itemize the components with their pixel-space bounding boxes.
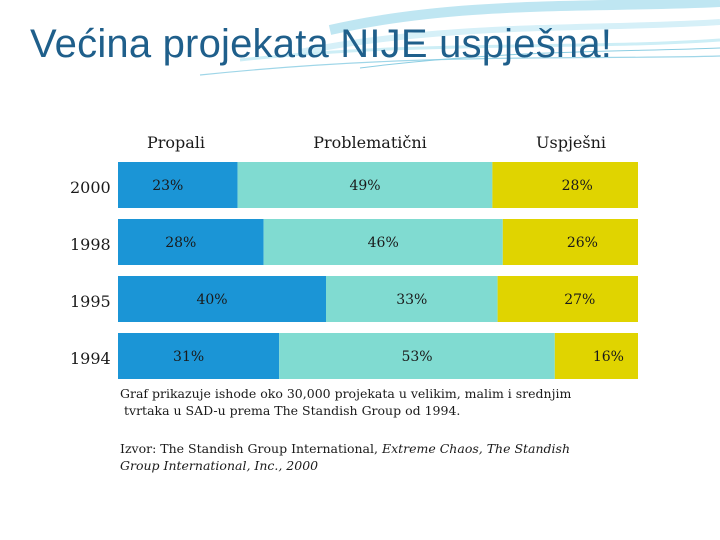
legend-label-propali: Propali [146, 133, 206, 152]
source-note: Izvor: The Standish Group International,… [120, 440, 590, 474]
bar-1995-problematični [326, 276, 498, 322]
bar-1994-uspješni [554, 333, 638, 379]
bar-label-1995-problematični: 33% [396, 292, 427, 308]
year-label-2000: 2000 [70, 178, 111, 197]
bar-1994-problematični [279, 333, 555, 379]
bar-label-1998-propali: 28% [165, 235, 196, 251]
bar-label-2000-problematični: 49% [349, 178, 380, 194]
bar-label-1998-uspješni: 26% [567, 235, 598, 251]
bar-1994-propali [118, 333, 280, 379]
bar-1995-uspješni [497, 276, 638, 322]
bar-label-1994-problematični: 53% [401, 349, 432, 365]
bar-label-1995-uspješni: 27% [564, 292, 595, 308]
bar-label-1995-propali: 40% [196, 292, 227, 308]
legend-label-problematicni: Problematični [313, 133, 427, 152]
decorative-swoosh [199, 0, 720, 76]
page-title: Većina projekata NIJE uspješna! [30, 22, 613, 66]
source-prefix: Izvor: The Standish Group International, [120, 441, 382, 456]
chart-note: Graf prikazuje ishode oko 30,000 projeka… [120, 385, 590, 419]
year-label-1994: 1994 [70, 349, 111, 368]
bar-1998-propali [118, 219, 264, 265]
year-label-1995: 1995 [70, 292, 111, 311]
bar-label-1994-propali: 31% [173, 349, 204, 365]
legend-label-uspjesni: Uspješni [536, 133, 606, 152]
chart-note-line2: tvrtaka u SAD-u prema The Standish Group… [123, 403, 461, 418]
bar-1998-problematični [263, 219, 503, 265]
bar-1995-propali [118, 276, 326, 322]
bar-2000-problematični [237, 162, 493, 208]
bar-label-1998-problematični: 46% [368, 235, 399, 251]
bar-1998-uspješni [502, 219, 638, 265]
bar-label-2000-propali: 23% [152, 178, 183, 194]
bar-2000-propali [118, 162, 238, 208]
bar-2000-uspješni [492, 162, 638, 208]
year-label-1998: 1998 [70, 235, 111, 254]
chart-note-line1: Graf prikazuje ishode oko 30,000 projeka… [120, 386, 572, 401]
bar-label-1994-uspješni: 16% [593, 349, 624, 365]
source-italic: Extreme Chaos, The Standish Group Intern… [120, 441, 571, 473]
bar-label-2000-uspješni: 28% [562, 178, 593, 194]
